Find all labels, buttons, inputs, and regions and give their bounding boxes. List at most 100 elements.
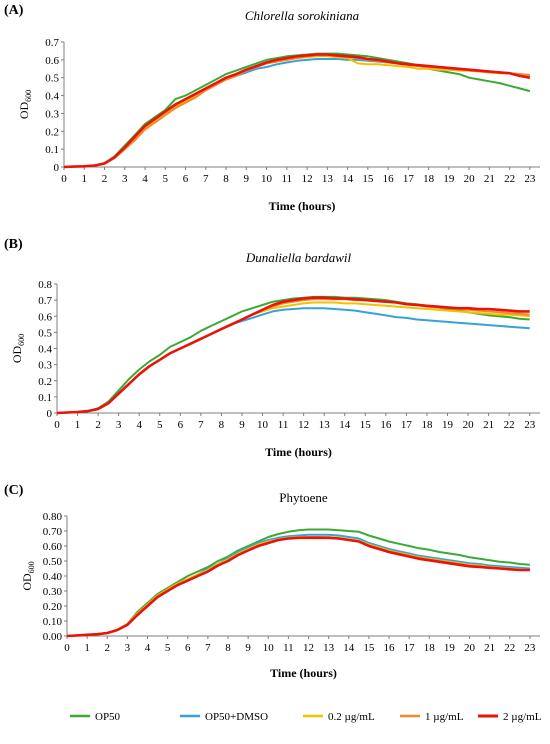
y-tick-label: 0.40 — [43, 571, 63, 583]
y-axis-label: OD600 — [17, 90, 33, 119]
x-tick-label: 6 — [185, 642, 191, 654]
x-tick-label: 23 — [524, 419, 536, 431]
series-line-1-ug-ml — [63, 54, 530, 168]
series-line-2-ug-ml — [56, 296, 530, 415]
x-tick-label: 21 — [484, 173, 495, 185]
x-tick-label: 1 — [75, 419, 81, 431]
x-tick-label: 16 — [384, 642, 396, 654]
x-tick-label: 7 — [205, 642, 211, 654]
y-axis-label: OD600 — [10, 334, 26, 363]
x-tick-label: 2 — [95, 419, 101, 431]
x-tick-label: 21 — [484, 642, 495, 654]
y-axis-label: OD600 — [20, 561, 36, 590]
y-tick-label: 0.80 — [43, 511, 63, 523]
x-tick-label: 3 — [122, 173, 128, 185]
x-tick-label: 5 — [157, 419, 163, 431]
x-tick-label: 13 — [322, 173, 334, 185]
x-tick-label: 6 — [183, 173, 189, 185]
x-tick-label: 23 — [524, 173, 536, 185]
x-tick-label: 10 — [261, 173, 273, 185]
series-line-0-2-ug-ml — [66, 536, 530, 637]
x-tick-label: 5 — [163, 173, 169, 185]
y-tick-label: 0.2 — [38, 376, 52, 388]
series-line-op50 — [56, 295, 530, 414]
x-tick-label: 17 — [403, 173, 415, 185]
x-tick-label: 9 — [239, 419, 245, 431]
x-tick-label: 21 — [483, 419, 494, 431]
x-tick-label: 1 — [84, 642, 90, 654]
x-tick-label: 23 — [524, 642, 536, 654]
x-tick-label: 0 — [61, 173, 67, 185]
y-tick-label: 0.1 — [45, 144, 59, 156]
y-tick-label: 0 — [54, 162, 60, 174]
x-tick-label: 18 — [423, 173, 435, 185]
x-tick-label: 19 — [442, 419, 454, 431]
series-line-2-ug-ml — [66, 536, 530, 638]
chart-panel-2: (C) Phytoene 0.00 0.10 0.20 0.30 0.40 0.50 0.60 0… — [4, 483, 540, 680]
y-tick-label: 0.3 — [45, 108, 59, 120]
x-axis-label: Time (hours) — [269, 199, 336, 213]
x-tick-label: 22 — [504, 642, 515, 654]
chart-title: Dunaliella bardawil — [245, 250, 352, 265]
legend-label-0-2-ug-ml: 0.2 µg/mL — [328, 711, 375, 723]
y-tick-label: 0.5 — [45, 73, 59, 85]
x-tick-label: 14 — [343, 642, 355, 654]
x-tick-label: 5 — [165, 642, 171, 654]
y-tick-label: 0.7 — [38, 295, 52, 307]
y-tick-label: 0.30 — [43, 586, 63, 598]
x-tick-label: 17 — [404, 642, 416, 654]
y-tick-label: 0.1 — [38, 392, 52, 404]
x-tick-label: 14 — [339, 419, 351, 431]
x-tick-label: 11 — [283, 642, 294, 654]
y-tick-label: 0.4 — [45, 91, 59, 103]
x-tick-label: 22 — [504, 419, 515, 431]
y-tick-label: 0.4 — [38, 344, 52, 356]
x-tick-label: 22 — [504, 173, 515, 185]
x-tick-label: 18 — [424, 642, 436, 654]
series-line-1-ug-ml — [56, 298, 530, 414]
legend-label-op50: OP50 — [95, 711, 121, 723]
y-tick-label: 0.5 — [38, 327, 52, 339]
legend-label-1-ug-ml: 1 µg/mL — [425, 711, 464, 723]
x-tick-label: 15 — [363, 642, 375, 654]
panel-label: (C) — [4, 483, 24, 498]
y-tick-label: 0.50 — [43, 556, 63, 568]
x-tick-label: 13 — [323, 642, 335, 654]
y-tick-label: 0.10 — [43, 616, 63, 628]
x-tick-label: 4 — [136, 419, 142, 431]
x-tick-label: 20 — [464, 173, 476, 185]
x-axis-label: Time (hours) — [270, 666, 337, 680]
chart-panel-0: (A) Chlorella sorokiniana 0 0.1 0.2 0.3 0.4 0.5… — [4, 3, 540, 213]
x-tick-label: 8 — [219, 419, 225, 431]
panel-label: (A) — [4, 3, 24, 18]
x-tick-label: 19 — [444, 642, 456, 654]
x-tick-label: 18 — [421, 419, 433, 431]
x-tick-label: 3 — [116, 419, 122, 431]
y-tick-label: 0.6 — [38, 311, 52, 323]
x-tick-label: 15 — [360, 419, 372, 431]
y-tick-label: 0.2 — [45, 126, 59, 138]
y-tick-label: 0.00 — [43, 631, 63, 643]
y-tick-label: 0.3 — [38, 360, 52, 372]
y-tick-label: 0.60 — [43, 541, 63, 553]
series-line-op50-dmso — [56, 307, 530, 414]
x-tick-label: 13 — [319, 419, 331, 431]
x-tick-label: 7 — [203, 173, 209, 185]
x-tick-label: 0 — [54, 419, 60, 431]
x-tick-label: 11 — [282, 173, 293, 185]
x-tick-label: 3 — [125, 642, 131, 654]
x-tick-label: 17 — [401, 419, 413, 431]
y-tick-label: 0.7 — [45, 37, 59, 49]
panel-label: (B) — [4, 237, 23, 252]
x-tick-label: 8 — [223, 173, 229, 185]
x-tick-label: 16 — [380, 419, 392, 431]
legend-label-op50-dmso: OP50+DMSO — [205, 711, 268, 723]
chart-title: Chlorella sorokiniana — [245, 8, 360, 23]
x-tick-label: 4 — [142, 173, 148, 185]
y-tick-label: 0.70 — [43, 526, 63, 538]
chart-panel-1: (B) Dunaliella bardawil 0 0.1 0.2 0.3 0.4 0.5 0.… — [4, 237, 540, 459]
x-tick-label: 12 — [303, 642, 314, 654]
x-tick-label: 9 — [245, 642, 251, 654]
y-tick-label: 0.6 — [45, 55, 59, 67]
